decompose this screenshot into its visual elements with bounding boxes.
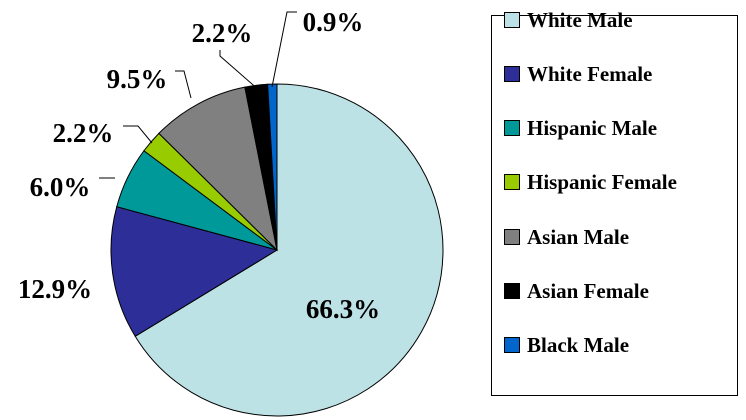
leader-line-asian-male xyxy=(175,70,192,99)
legend-swatch xyxy=(504,12,520,28)
pie-data-labels: 66.3% 12.9% 6.0% 2.2% 9.5% 2.2% 0.9% xyxy=(18,7,380,324)
legend-label: White Female xyxy=(527,61,653,86)
data-label-asian-male: 9.5% xyxy=(107,64,168,94)
legend-swatch xyxy=(504,283,520,299)
pie-slices xyxy=(110,83,444,417)
data-label-hispanic-female: 2.2% xyxy=(53,118,114,148)
leader-line-asian-female xyxy=(219,50,261,92)
legend-swatch xyxy=(504,337,520,353)
data-label-white-male: 66.3% xyxy=(306,294,380,324)
data-label-hispanic-male: 6.0% xyxy=(30,172,91,202)
pie-slice-asian-male xyxy=(158,86,278,252)
legend-label: White Male xyxy=(527,7,633,32)
pie-slice-white-male xyxy=(134,83,444,417)
legend-label: Asian Female xyxy=(527,278,649,303)
legend-item-asian-male: Asian Male xyxy=(492,223,629,251)
data-label-black-male: 0.9% xyxy=(303,7,364,37)
legend-item-white-male: White Male xyxy=(492,6,633,34)
leader-line-hispanic-female xyxy=(123,125,153,144)
legend-label: Black Male xyxy=(527,332,630,357)
legend-item-hispanic-male: Hispanic Male xyxy=(492,114,657,142)
legend-label: Asian Male xyxy=(527,224,630,249)
legend-item-hispanic-female: Hispanic Female xyxy=(492,168,677,196)
legend-swatch xyxy=(504,174,520,190)
legend-label: Hispanic Female xyxy=(527,169,677,194)
data-label-white-female: 12.9% xyxy=(18,274,92,304)
legend-item-black-male: Black Male xyxy=(492,331,629,359)
legend-swatch xyxy=(504,229,520,245)
legend-label: Hispanic Male xyxy=(527,115,658,140)
legend-item-white-female: White Female xyxy=(492,60,652,88)
legend-item-asian-female: Asian Female xyxy=(492,277,649,305)
chart-legend: White Male White Female Hispanic Male Hispa… xyxy=(491,8,738,396)
pie-leader-lines xyxy=(99,11,297,179)
leader-line-black-male xyxy=(271,11,297,88)
data-label-asian-female: 2.2% xyxy=(192,18,253,48)
legend-swatch xyxy=(504,66,520,82)
legend-swatch xyxy=(504,120,520,136)
